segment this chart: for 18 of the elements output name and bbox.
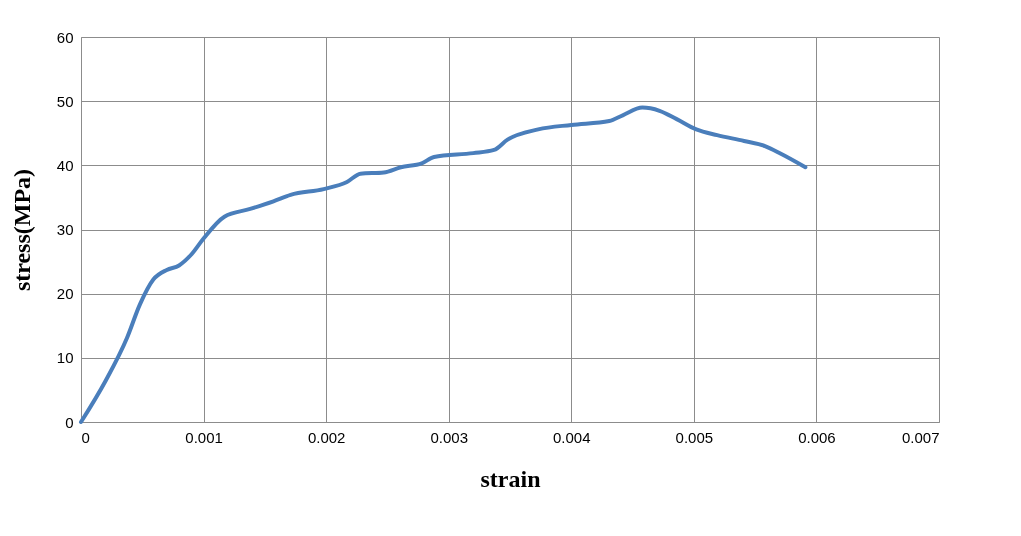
x-tick-label: 0.005 [675, 428, 714, 446]
x-tick-label: 0.001 [185, 428, 223, 446]
y-tick-label: 0 [65, 413, 74, 431]
y-tick-label: 20 [56, 285, 74, 303]
y-tick-label: 40 [56, 156, 74, 174]
x-tick-label: 0.006 [798, 428, 836, 446]
x-tick-label: 0 [81, 428, 90, 446]
x-tick-label: 0.004 [553, 428, 591, 446]
x-tick-label: 0.007 [901, 428, 940, 446]
line-series [79, 105, 808, 424]
x-tick-label: 0.002 [307, 428, 346, 446]
x-tick-label: 0.003 [430, 428, 468, 446]
y-tick-label: 60 [56, 28, 74, 46]
y-tick-label: 50 [56, 92, 74, 110]
x-axis-title: strain [480, 465, 541, 492]
y-axis-title: stress(MPa) [8, 168, 35, 292]
y-tick-label: 10 [56, 349, 74, 367]
y-tick-label: 30 [56, 221, 74, 238]
